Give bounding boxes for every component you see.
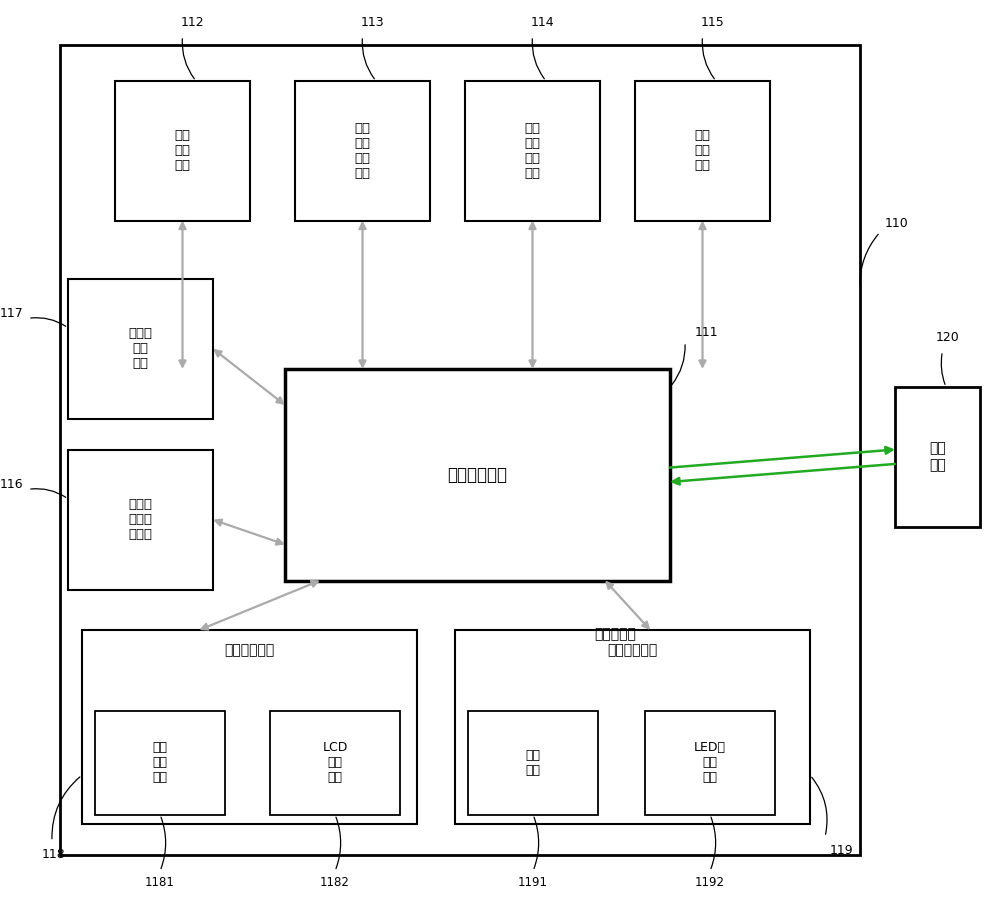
Bar	[465, 81, 600, 220]
Text: 117: 117	[0, 308, 23, 320]
Text: 智能卡
读卡电
路模块: 智能卡 读卡电 路模块	[128, 499, 152, 541]
Text: 1181: 1181	[145, 876, 175, 888]
Text: 118: 118	[42, 849, 66, 861]
Bar	[95, 711, 225, 814]
Text: 智能锁电路: 智能锁电路	[594, 627, 636, 642]
Text: 1182: 1182	[320, 876, 350, 888]
Text: 114: 114	[531, 16, 554, 29]
Text: 输入
设备
电路: 输入 设备 电路	[152, 742, 168, 784]
Text: 指纹头
接口
电路: 指纹头 接口 电路	[128, 328, 152, 370]
Bar	[270, 711, 400, 814]
Bar	[115, 81, 250, 220]
Bar	[68, 279, 213, 418]
Text: 120: 120	[936, 331, 959, 344]
Text: 1192: 1192	[695, 876, 725, 888]
Text: 115: 115	[701, 16, 724, 29]
Text: 电源
电路
模块: 电源 电路 模块	[175, 130, 190, 172]
Text: 1191: 1191	[518, 876, 548, 888]
Bar	[468, 711, 598, 814]
Text: 119: 119	[830, 844, 854, 857]
Text: LCD
显示
电路: LCD 显示 电路	[322, 742, 348, 784]
Text: 数据
存储
模块: 数据 存储 模块	[694, 130, 710, 172]
Bar	[635, 81, 770, 220]
Text: 111: 111	[695, 327, 719, 339]
Text: 蓝牙
模块: 蓝牙 模块	[929, 442, 946, 472]
Bar	[82, 630, 417, 824]
Bar	[68, 450, 213, 590]
Text: 116: 116	[0, 479, 23, 491]
Text: 113: 113	[361, 16, 384, 29]
Text: 输入输出模块: 输入输出模块	[224, 643, 275, 657]
Bar	[295, 81, 430, 220]
Text: 语音
电路: 语音 电路	[526, 749, 540, 777]
Text: 电机
驱动
电路
模块: 电机 驱动 电路 模块	[354, 122, 370, 180]
Text: 主控芯片模块: 主控芯片模块	[447, 466, 507, 484]
Text: LED灯
显示
电路: LED灯 显示 电路	[694, 742, 726, 784]
Text: 实时
时钟
电路
模块: 实时 时钟 电路 模块	[524, 122, 540, 180]
Bar	[60, 45, 860, 855]
Text: 110: 110	[885, 217, 909, 230]
Bar	[455, 630, 810, 824]
Text: 操作提示模块: 操作提示模块	[607, 643, 658, 657]
Text: 112: 112	[181, 16, 204, 29]
Bar	[285, 369, 670, 580]
Bar	[645, 711, 775, 814]
Bar	[895, 387, 980, 526]
